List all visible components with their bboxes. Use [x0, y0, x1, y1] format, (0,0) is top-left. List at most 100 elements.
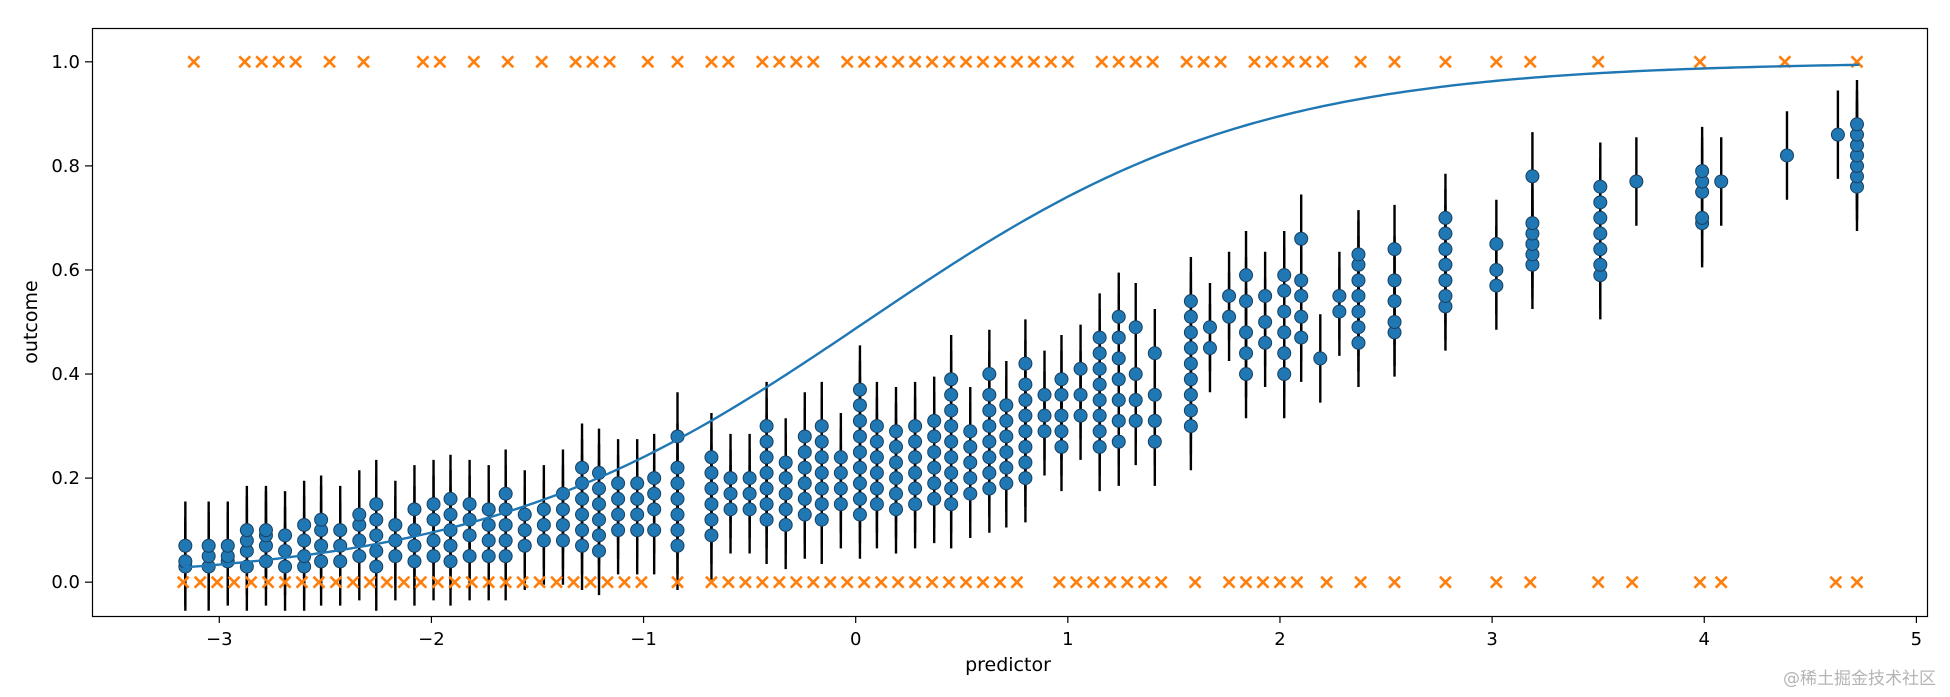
- data-point: [778, 471, 793, 486]
- data-point: [927, 445, 942, 460]
- data-point: [908, 450, 923, 465]
- data-point: [1147, 387, 1162, 402]
- data-point: [220, 538, 235, 553]
- data-point: [426, 512, 441, 527]
- data-point: [314, 554, 329, 569]
- y-tick-label: 0.6: [51, 260, 80, 281]
- data-point: [1438, 257, 1453, 272]
- data-point: [239, 523, 254, 538]
- x-axis: −3 −2 −1 0 1 2 3 4 5: [206, 616, 1922, 650]
- observed-marker: [1197, 55, 1211, 69]
- data-point: [1258, 335, 1273, 350]
- data-point: [814, 419, 829, 434]
- observed-marker: [210, 575, 224, 589]
- data-point: [1111, 309, 1126, 324]
- observed-marker: [465, 575, 479, 589]
- observed-marker: [363, 575, 377, 589]
- data-point: [536, 502, 551, 517]
- observed-marker: [1439, 55, 1452, 69]
- mean-points: [178, 117, 1864, 574]
- data-point: [963, 439, 978, 454]
- data-point: [1054, 424, 1069, 439]
- data-point: [852, 476, 867, 491]
- data-point: [963, 486, 978, 501]
- x-axis-label: predictor: [965, 654, 1051, 676]
- data-point: [927, 491, 942, 506]
- data-point: [592, 481, 607, 496]
- data-point: [869, 481, 884, 496]
- observed-marker: [569, 55, 583, 69]
- data-point: [1073, 387, 1088, 402]
- data-point: [1183, 419, 1198, 434]
- data-point: [352, 549, 367, 564]
- x-tick-label: −2: [418, 629, 445, 650]
- observed-marker: [1354, 575, 1368, 589]
- observed-marker: [1188, 575, 1202, 589]
- data-point: [297, 533, 312, 548]
- observed-marker: [1154, 575, 1168, 589]
- data-point: [1593, 242, 1608, 257]
- data-point: [759, 434, 774, 449]
- observed-marker: [467, 55, 481, 69]
- logistic-curve: [183, 63, 1860, 569]
- data-point: [778, 502, 793, 517]
- data-point: [1239, 268, 1254, 283]
- observed-marker: [1315, 55, 1329, 69]
- data-point: [814, 450, 829, 465]
- data-point: [1830, 127, 1845, 142]
- observed-marker: [705, 575, 718, 589]
- data-point: [1111, 351, 1126, 366]
- data-point: [314, 538, 329, 553]
- data-point: [982, 403, 997, 418]
- data-point: [1092, 424, 1107, 439]
- data-point: [1593, 195, 1608, 210]
- observed-marker: [1299, 55, 1312, 69]
- data-point: [670, 507, 685, 522]
- observed-marker: [721, 55, 735, 69]
- data-point: [407, 554, 422, 569]
- data-point: [869, 450, 884, 465]
- data-point: [498, 517, 513, 532]
- observed-marker: [772, 575, 786, 589]
- data-point: [927, 476, 942, 491]
- data-point: [1258, 288, 1273, 303]
- data-point: [407, 502, 422, 517]
- observed-marker: [1829, 575, 1843, 589]
- observed-marker: [533, 575, 547, 589]
- data-point: [369, 543, 384, 558]
- data-point: [742, 502, 757, 517]
- observed-marker: [416, 55, 430, 69]
- data-point: [1277, 304, 1292, 319]
- data-point: [592, 528, 607, 543]
- observed-marker: [1112, 55, 1126, 69]
- data-point: [833, 481, 848, 496]
- observed-marker: [823, 575, 837, 589]
- observed-marker: [908, 575, 922, 589]
- data-point: [369, 512, 384, 527]
- data-point: [1695, 210, 1710, 225]
- observed-marker: [1137, 575, 1151, 589]
- y-tick-label: 0.8: [51, 156, 80, 177]
- data-point: [1183, 294, 1198, 309]
- data-point: [1111, 372, 1126, 387]
- x-tick-label: −1: [630, 629, 657, 650]
- observed-marker: [1129, 55, 1143, 69]
- data-point: [1183, 403, 1198, 418]
- data-point: [1277, 283, 1292, 298]
- data-point: [869, 434, 884, 449]
- observed-marker: [1248, 55, 1261, 69]
- data-point: [704, 450, 719, 465]
- data-point: [797, 507, 812, 522]
- y-tick-label: 0.2: [51, 468, 80, 489]
- observed-marker: [323, 55, 337, 69]
- observed-marker: [925, 55, 939, 69]
- data-point: [1018, 439, 1033, 454]
- data-point: [982, 387, 997, 402]
- observed-marker: [501, 55, 515, 69]
- data-point: [742, 471, 757, 486]
- observed-marker: [789, 55, 803, 69]
- data-point: [1092, 330, 1107, 345]
- data-point: [889, 486, 904, 501]
- observed-marker: [499, 575, 513, 589]
- data-point: [852, 429, 867, 444]
